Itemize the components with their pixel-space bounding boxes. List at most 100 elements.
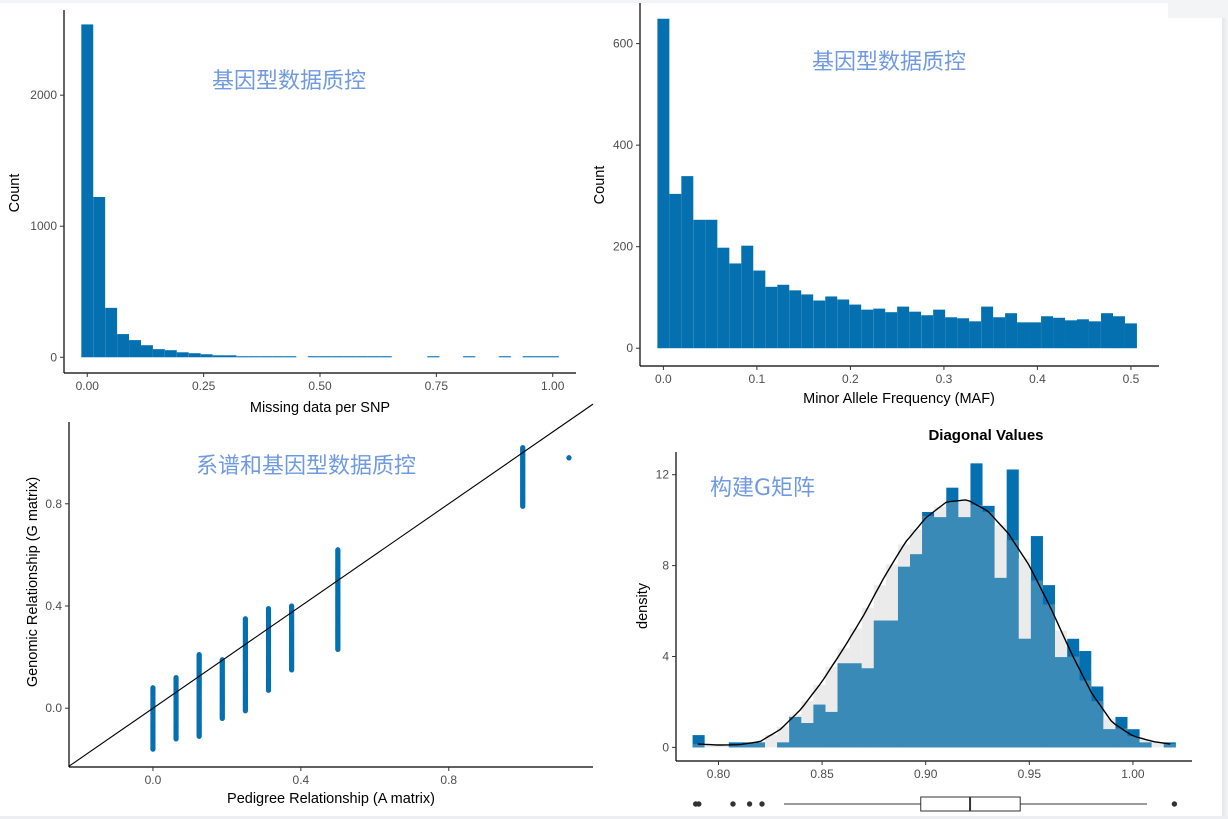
ticks: 0.0 0.4 0.8 0.0 0.4 0.8 <box>45 497 457 787</box>
annotation-label: 基因型数据质控 <box>212 69 366 94</box>
density-gap <box>849 628 862 664</box>
y-tick-label: 1000 <box>30 219 57 233</box>
density-fill <box>1091 701 1104 748</box>
density-gap <box>801 700 814 724</box>
identity-line <box>68 403 594 767</box>
histogram-bar <box>885 312 898 349</box>
y-tick-label: 0.8 <box>45 497 62 511</box>
density-gap <box>765 734 778 748</box>
scatter-point <box>242 616 248 622</box>
density-gap <box>1139 739 1152 743</box>
x-tick-label: 0.4 <box>293 773 310 787</box>
density-fill <box>789 716 802 748</box>
y-axis-title: density <box>635 582 651 629</box>
x-tick-label: 1.00 <box>1121 767 1145 781</box>
histogram-bar <box>825 296 838 349</box>
histogram-bar <box>753 270 766 349</box>
x-tick-label: 0.4 <box>1029 372 1046 386</box>
scatter-point <box>520 444 526 451</box>
y-tick-label: 0 <box>626 341 633 355</box>
y-tick-label: 600 <box>613 37 633 51</box>
scatter-point <box>289 603 295 609</box>
x-tick-label: 0.0 <box>145 773 162 787</box>
density-fill <box>740 743 753 748</box>
density-fill <box>982 511 995 748</box>
y-tick-label: 0.4 <box>45 599 62 613</box>
histogram-bar <box>1112 316 1125 349</box>
histogram-bar <box>1029 322 1041 349</box>
histogram-bar <box>801 294 814 349</box>
density-fill <box>1127 736 1140 748</box>
histogram-bar <box>681 176 694 349</box>
density-fill <box>849 663 862 748</box>
density-fill <box>1030 580 1043 748</box>
density-fill <box>1079 680 1092 748</box>
page-corner-bg <box>1168 0 1228 18</box>
histogram-bar <box>993 317 1006 349</box>
histogram-bar <box>657 18 670 349</box>
density-gap <box>704 744 717 748</box>
density-fill <box>958 517 971 748</box>
page-top-strip <box>0 0 1168 3</box>
x-tick-label: 0.75 <box>425 379 449 393</box>
histogram-bar <box>140 345 153 358</box>
density-gap <box>994 525 1007 578</box>
density-fill <box>922 516 935 748</box>
density-gap <box>885 564 898 621</box>
density-gap <box>777 726 790 743</box>
histogram-bar <box>1017 322 1030 349</box>
density-gap <box>934 506 947 518</box>
histogram-bar <box>379 356 392 358</box>
x-tick-label: 0.50 <box>308 379 332 393</box>
density-fill <box>1055 657 1068 748</box>
page-scroll-edge <box>1222 18 1228 819</box>
density-gap <box>897 544 911 567</box>
x-tick-label: 0.95 <box>1018 767 1042 781</box>
scatter-point <box>173 674 179 681</box>
density-fill <box>873 620 886 748</box>
histogram-bar <box>789 290 802 349</box>
scatter-point <box>335 547 341 553</box>
density-fill <box>1018 638 1031 748</box>
x-tick-label: 0.0 <box>655 372 672 386</box>
boxplot-outlier <box>746 801 753 807</box>
histogram-bar <box>873 308 886 349</box>
ticks: 0.80 0.85 0.90 0.95 1.00 0 4 8 12 <box>656 468 1145 781</box>
x-tick-label: 0.00 <box>76 379 100 393</box>
x-axis-title: Minor Allele Frequency (MAF) <box>803 391 995 407</box>
density-gap <box>958 500 971 518</box>
x-tick-label: 0.1 <box>749 372 766 386</box>
y-tick-label: 400 <box>613 138 633 152</box>
histogram-bar <box>93 197 106 358</box>
annotation-label: 系谱和基因型数据质控 <box>196 454 416 479</box>
density-gap <box>1018 558 1031 639</box>
density-fill <box>837 663 850 748</box>
histogram-bar <box>1101 313 1113 349</box>
density-gap <box>861 607 874 669</box>
y-tick-label: 200 <box>613 240 633 254</box>
histogram-bar <box>717 247 730 349</box>
boxplot-outlier <box>730 801 736 807</box>
histogram-bar <box>897 306 910 349</box>
x-tick-label: 0.80 <box>707 767 731 781</box>
bars <box>81 24 559 358</box>
x-tick-label: 0.8 <box>440 773 457 787</box>
histogram-bar <box>765 286 778 349</box>
density-fill <box>1067 656 1080 748</box>
boxplot <box>692 796 1178 812</box>
x-tick-label: 0.25 <box>192 379 216 393</box>
chart-title: Diagonal Values <box>928 427 1043 444</box>
histogram-bar <box>129 340 141 358</box>
density-fill <box>813 704 826 748</box>
density-gap <box>1151 742 1164 748</box>
histogram-bar <box>933 309 946 349</box>
histogram-bar <box>909 311 922 349</box>
histogram-bar <box>849 304 862 349</box>
histogram-bar <box>224 355 237 358</box>
density-fill <box>1042 604 1056 748</box>
x-tick-label: 0.2 <box>842 372 859 386</box>
boxplot-outlier <box>696 801 702 807</box>
bars <box>657 18 1137 349</box>
histogram-bar <box>669 193 682 349</box>
y-axis-title: Genomic Relationship (G matrix) <box>25 477 41 687</box>
